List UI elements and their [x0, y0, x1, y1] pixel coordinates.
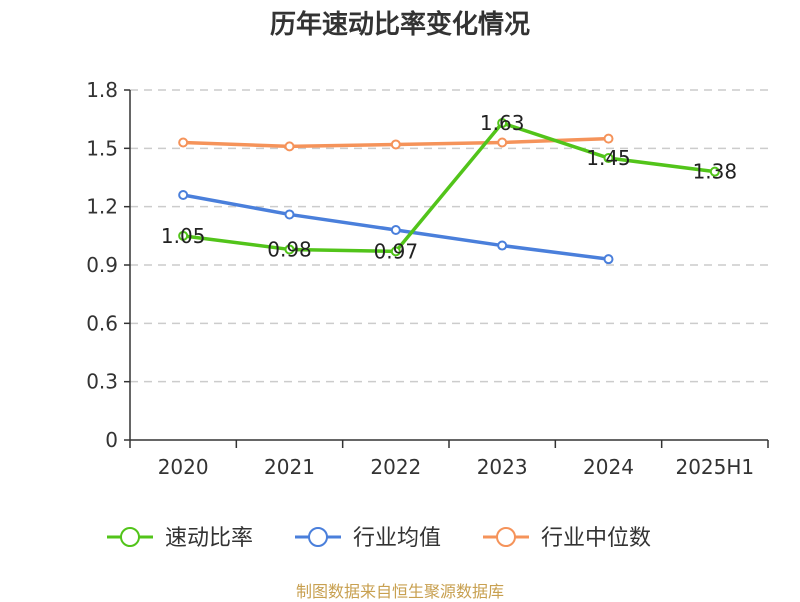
data-label: 1.38: [693, 160, 738, 184]
x-tick-label: 2022: [370, 455, 421, 479]
legend-swatch-marker: [308, 527, 328, 547]
y-tick-label: 0.9: [86, 253, 118, 277]
chart-title: 历年速动比率变化情况: [269, 10, 530, 40]
data-point: [284, 244, 295, 255]
data-point: [178, 137, 189, 148]
legend-label: 行业均值: [353, 526, 441, 551]
data-point: [497, 137, 508, 148]
legend-swatch-marker: [120, 527, 140, 547]
legend-label: 行业中位数: [541, 526, 651, 551]
data-point: [603, 133, 614, 144]
data-label: 1.45: [586, 146, 631, 170]
legend: 速动比率 行业均值 行业中位数: [107, 526, 651, 551]
x-tick-label: 2023: [477, 455, 528, 479]
data-label: 1.63: [480, 111, 525, 135]
y-tick-label: 0: [105, 428, 118, 452]
legend-label: 速动比率: [165, 526, 253, 551]
y-tick-label: 0.3: [86, 370, 118, 394]
data-point: [497, 240, 508, 251]
data-point: [284, 209, 295, 220]
data-point: [709, 166, 720, 177]
x-tick-label: 2021: [264, 455, 315, 479]
data-labels: 1.05 0.98 0.97 1.63 1.45 1.38: [161, 111, 737, 263]
data-point: [603, 153, 614, 164]
grid-lines: [130, 89, 768, 383]
data-point: [178, 190, 189, 200]
series-line: [182, 121, 716, 254]
axes: 0 0.3 0.6 0.9 1.2 1.5 1.8 2020 2021 2022 2023 2024 2…: [86, 78, 769, 479]
data-point: [390, 246, 401, 257]
y-tick-label: 0.6: [86, 311, 118, 335]
data-label: 0.98: [267, 237, 312, 261]
data-point: [178, 230, 189, 241]
data-point: [497, 118, 508, 129]
data-label: 0.97: [374, 239, 419, 263]
data-point: [284, 141, 295, 152]
y-tick-label: 1.8: [86, 78, 118, 102]
data-point: [390, 225, 401, 235]
x-tick-label: 2024: [583, 455, 634, 479]
x-tick-label: 2020: [158, 455, 209, 479]
y-tick-label: 1.5: [86, 136, 118, 160]
data-label: 1.05: [161, 224, 206, 248]
data-point: [390, 139, 401, 150]
legend-swatch-marker: [496, 527, 516, 547]
data-point: [603, 254, 614, 265]
y-tick-label: 1.2: [86, 195, 118, 219]
series-lines: [178, 118, 720, 265]
source-footer: 制图数据来自恒生聚源数据库: [295, 582, 504, 601]
x-tick-label: 2025H1: [675, 455, 754, 479]
